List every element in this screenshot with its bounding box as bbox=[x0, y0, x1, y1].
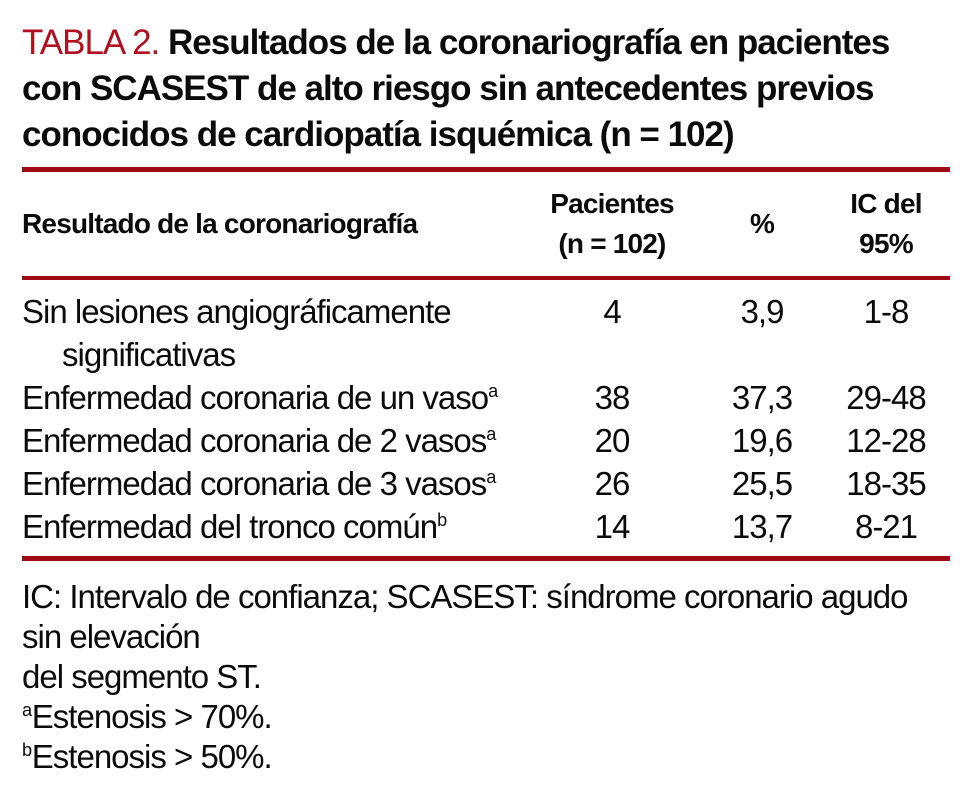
row-label: Enfermedad coronaria de 2 vasosa bbox=[22, 419, 522, 462]
cell-pacientes: 26 bbox=[594, 465, 631, 502]
table-row: Enfermedad coronaria de un vasoa 38 37,3… bbox=[22, 376, 950, 419]
cell-percent: 13,7 bbox=[731, 508, 793, 545]
cell-percent: 37,3 bbox=[731, 379, 793, 416]
table-number-label: TABLA 2. bbox=[22, 23, 160, 62]
cell-ic95: 18-35 bbox=[846, 465, 926, 502]
cell-ic95: 29-48 bbox=[846, 379, 926, 416]
table-row: Enfermedad coronaria de 2 vasosa 20 19,6… bbox=[22, 419, 950, 462]
column-header-pacientes: Pacientes (n = 102) bbox=[550, 188, 674, 259]
table-row: Enfermedad coronaria de 3 vasosa 26 25,5… bbox=[22, 462, 950, 505]
footnote-marker: b bbox=[22, 740, 32, 760]
cell-pacientes: 14 bbox=[594, 508, 631, 545]
footnote-marker: a bbox=[22, 700, 32, 720]
footnotes: IC: Intervalo de confianza; SCASEST: sín… bbox=[22, 561, 950, 777]
footnote-line: bEstenosis > 50%. bbox=[22, 737, 950, 777]
footnote-line: aEstenosis > 70%. bbox=[22, 697, 950, 737]
row-label: Enfermedad del tronco comúnb bbox=[22, 505, 522, 548]
table-figure: TABLA 2. Resultados de la coronariografí… bbox=[22, 0, 950, 777]
footnote-marker: b bbox=[437, 510, 447, 530]
table-header-row: Resultado de la coronariografía Paciente… bbox=[22, 167, 950, 280]
footnote-marker: a bbox=[486, 467, 497, 487]
cell-ic95: 12-28 bbox=[846, 422, 926, 459]
row-label-text: Enfermedad coronaria de un vaso bbox=[22, 379, 489, 416]
footnote-line: IC: Intervalo de confianza; SCASEST: sín… bbox=[22, 577, 950, 697]
column-header-resultado: Resultado de la coronariografía bbox=[22, 208, 418, 239]
row-label: Enfermedad coronaria de 3 vasosa bbox=[22, 462, 522, 505]
row-label-text: Sin lesiones angiográficamente significa… bbox=[22, 293, 452, 373]
table-title: TABLA 2. Resultados de la coronariografí… bbox=[22, 0, 894, 158]
table-title-text: Resultados de la coronariografía en paci… bbox=[22, 23, 890, 154]
cell-pacientes: 38 bbox=[594, 379, 631, 416]
footnote-text: Estenosis > 50%. bbox=[31, 738, 273, 775]
cell-pacientes: 4 bbox=[603, 293, 621, 330]
table-body: Sin lesiones angiográficamente significa… bbox=[22, 280, 950, 561]
footnote-text: IC: Intervalo de confianza; SCASEST: sín… bbox=[22, 578, 909, 695]
cell-pacientes: 20 bbox=[594, 422, 631, 459]
column-header-ic95: IC del 95% bbox=[850, 188, 922, 259]
table-row: Enfermedad del tronco comúnb 14 13,7 8-2… bbox=[22, 505, 950, 548]
cell-percent: 3,9 bbox=[740, 293, 785, 330]
cell-ic95: 8-21 bbox=[854, 508, 918, 545]
row-label: Enfermedad coronaria de un vasoa bbox=[22, 376, 522, 419]
footnote-text: Estenosis > 70%. bbox=[31, 698, 273, 735]
cell-ic95: 1-8 bbox=[863, 293, 910, 330]
cell-percent: 25,5 bbox=[731, 465, 793, 502]
row-label-text: Enfermedad del tronco común bbox=[22, 508, 438, 545]
row-label-text: Enfermedad coronaria de 2 vasos bbox=[22, 422, 487, 459]
row-label-text: Enfermedad coronaria de 3 vasos bbox=[22, 465, 487, 502]
footnote-marker: a bbox=[486, 424, 497, 444]
table-row: Sin lesiones angiográficamente significa… bbox=[22, 290, 950, 376]
row-label: Sin lesiones angiográficamente significa… bbox=[22, 290, 522, 376]
column-header-percent: % bbox=[749, 208, 775, 239]
cell-percent: 19,6 bbox=[731, 422, 793, 459]
footnote-marker: a bbox=[488, 381, 498, 401]
